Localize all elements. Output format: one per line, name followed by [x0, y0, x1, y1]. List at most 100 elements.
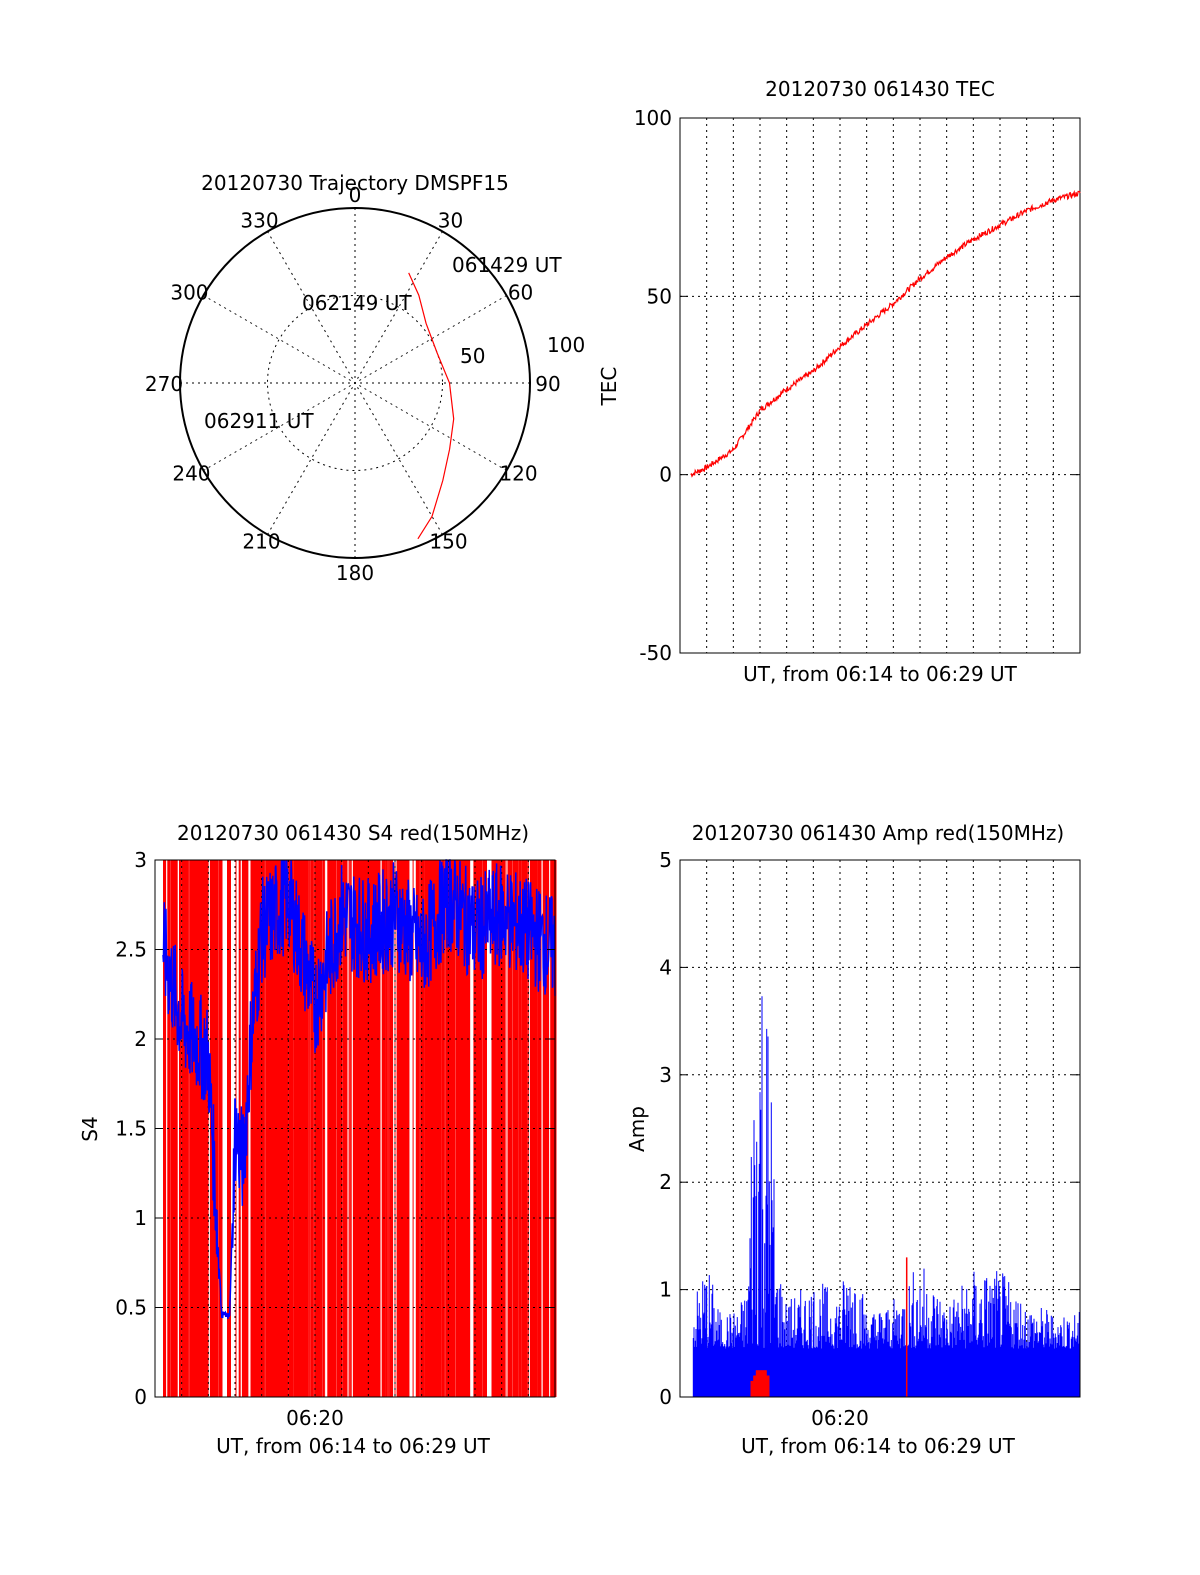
s4-red-bar	[309, 860, 311, 1397]
polar-azimuth-label: 60	[508, 281, 533, 305]
s4-red-bar	[262, 860, 264, 1397]
s4-red-bar	[379, 860, 381, 1397]
s4-red-bar	[165, 860, 167, 1397]
s4-red-bar	[432, 860, 434, 1397]
s4-red-bar	[368, 860, 373, 1397]
trajectory-annotation-start: 061429 UT	[452, 253, 562, 277]
s4-red-bar	[441, 860, 445, 1397]
polar-radial-label-50: 50	[460, 344, 485, 368]
s4-red-bar	[187, 860, 189, 1397]
s4-red-bar	[510, 860, 513, 1397]
amp-xtick-0620: 06:20	[811, 1406, 869, 1430]
polar-azimuth-label: 240	[172, 462, 210, 486]
s4-red-bar	[301, 860, 303, 1397]
s4-xtick-0620: 06:20	[286, 1406, 344, 1430]
s4-red-bar	[272, 860, 277, 1397]
s4-red-bar	[517, 860, 519, 1397]
tec-ytick-label: 50	[647, 284, 672, 308]
trajectory-line	[408, 272, 455, 540]
s4-red-bar	[348, 860, 350, 1397]
amp-ytick-label: 5	[659, 848, 672, 872]
s4-red-bar	[343, 860, 348, 1397]
s4-red-bar	[422, 860, 425, 1397]
s4-red-bar	[479, 860, 483, 1397]
polar-radial-label-100: 100	[547, 333, 585, 357]
s4-red-bar	[193, 860, 196, 1397]
s4-y-ticks: 0 0.5 1 1.5 2 2.5 3	[115, 848, 555, 1409]
tec-grid	[680, 118, 1080, 653]
s4-red-bar	[543, 860, 546, 1397]
s4-red-bar	[385, 860, 388, 1397]
amp-panel: 20120730 061430 Amp red(150MHz) 0 1 2 3 4 5 0…	[625, 821, 1081, 1458]
polar-azimuth-label: 90	[535, 372, 560, 396]
s4-red-bar	[505, 860, 507, 1397]
s4-red-bar	[534, 860, 537, 1397]
amp-y-ticks: 0 1 2 3 4 5	[659, 848, 1080, 1409]
s4-red-bar	[174, 860, 177, 1397]
s4-red-bar	[453, 860, 456, 1397]
amp-bars	[692, 996, 1080, 1397]
s4-red-bar	[429, 860, 431, 1397]
s4-red-bar	[444, 860, 446, 1397]
s4-ytick-label: 3	[134, 848, 147, 872]
polar-azimuth-label: 270	[145, 372, 183, 396]
s4-red-bar	[366, 860, 370, 1397]
amp-ytick-label: 1	[659, 1278, 672, 1302]
s4-red-bar	[349, 860, 351, 1397]
s4-red-bar	[339, 860, 341, 1397]
s4-red-bar	[201, 860, 203, 1397]
s4-red-bar	[452, 860, 454, 1397]
tec-series-line	[690, 189, 1081, 478]
s4-red-bar	[455, 860, 460, 1397]
s4-red-bar	[271, 860, 273, 1397]
s4-red-bar	[266, 860, 271, 1397]
polar-azimuth-label: 30	[438, 208, 463, 232]
s4-red-bar	[308, 860, 310, 1397]
s4-red-bar	[519, 860, 522, 1397]
s4-ytick-label: 2	[134, 1027, 147, 1051]
tec-plot-frame	[679, 117, 1081, 654]
trajectory-panel: 20120730 Trajectory DMSPF15 0 30 60 90 120 15…	[145, 171, 585, 585]
tec-panel: 20120730 061430 TEC -50 0 50 100 UT, from 0…	[597, 77, 1081, 686]
s4-red-bar	[170, 860, 172, 1397]
s4-red-bar	[345, 860, 347, 1397]
amp-grid	[680, 860, 1080, 1397]
tec-ylabel: TEC	[597, 367, 621, 407]
s4-red-bar	[307, 860, 308, 1397]
s4-red-bar	[388, 860, 390, 1397]
polar-azimuth-labels: 0 30 60 90 120 150 180 210 240 270 300 330	[145, 183, 561, 585]
tec-title: 20120730 061430 TEC	[765, 77, 995, 101]
amp-ytick-label: 4	[659, 955, 672, 979]
s4-red-bar	[475, 860, 478, 1397]
s4-red-bar	[355, 860, 359, 1397]
amp-ytick-label: 2	[659, 1170, 672, 1194]
s4-red-bar	[198, 860, 201, 1397]
tec-ytick-label: 100	[634, 106, 672, 130]
s4-red-bar	[171, 860, 174, 1397]
polar-azimuth-label: 180	[336, 561, 374, 585]
s4-red-bar	[459, 860, 461, 1397]
s4-red-bar	[289, 860, 291, 1397]
polar-inner-circle	[267, 295, 443, 471]
s4-red-bar	[229, 860, 231, 1397]
s4-red-bar	[255, 860, 257, 1397]
s4-red-bar	[163, 860, 166, 1397]
s4-red-bar	[438, 860, 442, 1397]
amp-plot-frame	[679, 859, 1081, 1398]
s4-red-bar	[313, 860, 315, 1397]
s4-red-bar	[469, 860, 471, 1397]
polar-azimuth-label: 210	[242, 530, 280, 554]
s4-red-bar	[182, 860, 185, 1397]
s4-red-bar	[247, 860, 249, 1397]
s4-title: 20120730 061430 S4 red(150MHz)	[177, 821, 529, 845]
polar-grid	[179, 207, 531, 559]
amp-title: 20120730 061430 Amp red(150MHz)	[692, 821, 1064, 845]
tec-ytick-label: -50	[639, 641, 672, 665]
polar-azimuth-label: 120	[499, 462, 537, 486]
s4-red-bar	[499, 860, 502, 1397]
polar-spoke	[267, 231, 443, 535]
s4-red-bar	[318, 860, 321, 1397]
s4-red-bar	[205, 860, 208, 1397]
s4-red-bar	[423, 860, 425, 1397]
